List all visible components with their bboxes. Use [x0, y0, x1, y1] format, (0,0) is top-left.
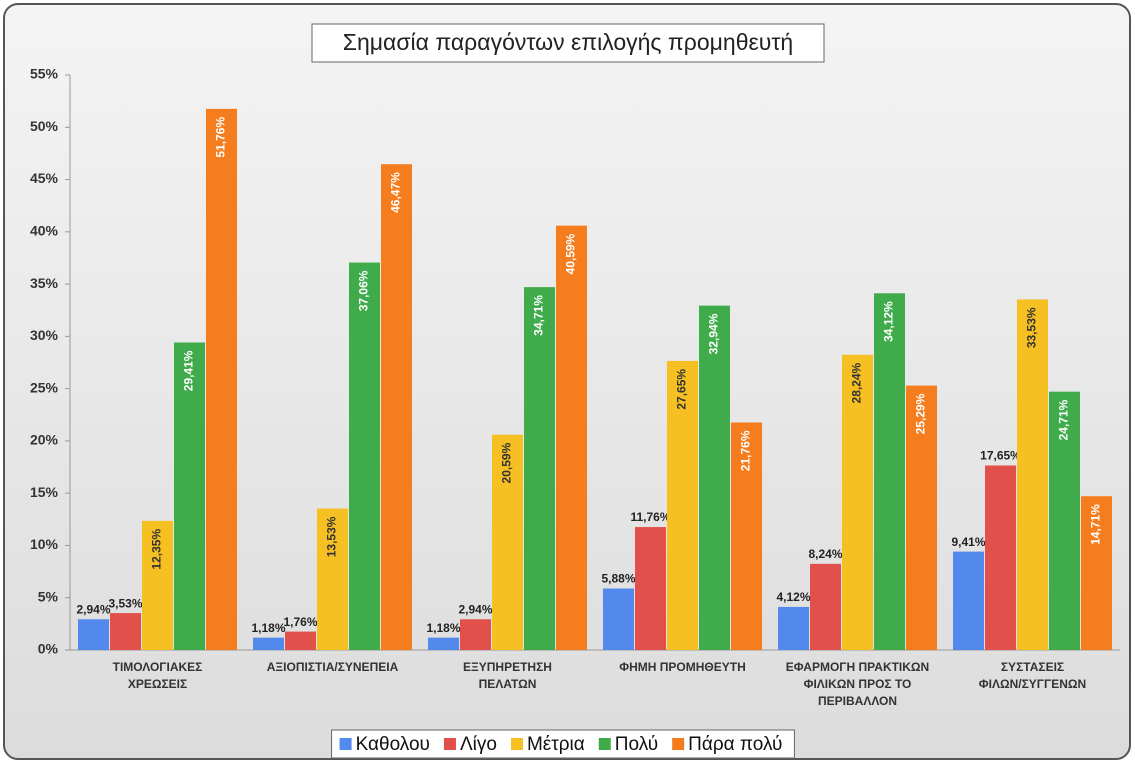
- value-label: 28,24%: [850, 362, 864, 403]
- value-label: 17,65%: [980, 449, 1021, 463]
- y-tick-label: 15%: [30, 484, 59, 500]
- legend-label: Καθολου: [356, 734, 430, 755]
- x-tick-label: ΠΕΛΑΤΩΝ: [479, 677, 537, 691]
- x-tick-label: ΠΕΡΙΒΑΛΛΟΝ: [818, 694, 897, 708]
- bar: [778, 606, 809, 650]
- bar: [428, 637, 459, 650]
- bar: [667, 360, 698, 650]
- value-label: 1,18%: [251, 621, 285, 635]
- value-label: 33,53%: [1025, 307, 1039, 348]
- y-tick-label: 0%: [38, 641, 59, 657]
- value-label: 25,29%: [914, 393, 928, 434]
- value-label: 4,12%: [776, 590, 810, 604]
- value-label: 20,59%: [500, 442, 514, 483]
- value-label: 9,41%: [951, 535, 985, 549]
- legend-label: Πάρα πολύ: [688, 734, 782, 755]
- value-label: 5,88%: [601, 572, 635, 586]
- y-tick-label: 40%: [30, 223, 59, 239]
- value-label: 40,59%: [564, 233, 578, 274]
- title-box: [311, 23, 825, 63]
- value-label: 34,12%: [882, 301, 896, 342]
- x-tick-label: ΦΗΜΗ ΠΡΟΜΗΘΕΥΤΗ: [619, 660, 746, 674]
- bar: [906, 385, 937, 650]
- value-label: 46,47%: [389, 172, 403, 213]
- x-tick-label: ΕΦΑΡΜΟΓΗ ΠΡΑΚΤΙΚΩΝ: [786, 660, 929, 674]
- bar: [810, 563, 841, 650]
- chart-title: Σημασία παραγόντων επιλογής προμηθευτή: [343, 29, 793, 55]
- y-tick-label: 55%: [30, 66, 59, 82]
- y-tick-label: 25%: [30, 379, 59, 395]
- value-label: 2,94%: [458, 602, 492, 616]
- value-label: 1,76%: [283, 615, 317, 629]
- y-tick-label: 35%: [30, 275, 59, 291]
- value-label: 8,24%: [808, 547, 842, 561]
- x-tick-label: ΧΡΕΩΣΕΙΣ: [128, 677, 187, 691]
- value-label: 11,76%: [630, 510, 670, 524]
- legend-label: Λίγο: [460, 734, 497, 755]
- bar: [1017, 299, 1048, 650]
- bar: [174, 342, 205, 650]
- value-label: 12,35%: [150, 529, 164, 570]
- bar: [1081, 496, 1112, 650]
- x-tick-label: ΣΥΣΤΑΣΕΙΣ: [1001, 660, 1064, 674]
- value-label: 14,71%: [1089, 504, 1103, 545]
- bar: [253, 637, 284, 650]
- value-label: 24,71%: [1057, 399, 1071, 440]
- bar: [460, 619, 491, 650]
- x-tick-label: ΕΞΥΠΗΡΕΤΗΣΗ: [463, 660, 552, 674]
- value-label: 37,06%: [357, 270, 371, 311]
- legend-swatch: [339, 738, 352, 750]
- bar: [142, 520, 173, 650]
- value-label: 21,76%: [739, 430, 753, 471]
- bar: [556, 225, 587, 650]
- legend-label: Πολύ: [615, 734, 658, 755]
- value-label: 27,65%: [675, 369, 689, 410]
- x-tick-label: ΦΙΛΙΚΩΝ ΠΡΟΣ ΤΟ: [804, 677, 912, 691]
- legend-swatch: [510, 738, 523, 750]
- y-tick-label: 50%: [30, 118, 59, 134]
- bar: [78, 619, 109, 650]
- value-label: 2,94%: [76, 602, 110, 616]
- x-tick-label: ΦΙΛΩΝ/ΣΥΓΓΕΝΩΝ: [979, 677, 1086, 691]
- value-label: 3,53%: [108, 596, 142, 610]
- value-label: 32,94%: [707, 313, 721, 354]
- bar: [874, 293, 905, 650]
- bar: [381, 164, 412, 650]
- bar: [110, 613, 141, 650]
- y-tick-label: 45%: [30, 170, 59, 186]
- bar: [492, 434, 523, 650]
- y-tick-label: 20%: [30, 432, 59, 448]
- bar: [953, 551, 984, 650]
- bar: [349, 262, 380, 650]
- y-tick-label: 10%: [30, 536, 59, 552]
- legend-swatch: [443, 738, 456, 750]
- value-label: 29,41%: [182, 350, 196, 391]
- value-label: 13,53%: [325, 516, 339, 557]
- bar: [842, 354, 873, 650]
- y-tick-label: 30%: [30, 327, 59, 343]
- legend-swatch: [672, 738, 685, 750]
- x-tick-label: ΤΙΜΟΛΟΓΙΑΚΕΣ: [113, 660, 203, 674]
- bar: [206, 108, 237, 650]
- value-label: 1,18%: [426, 621, 460, 635]
- bar: [731, 422, 762, 650]
- bar: [317, 508, 348, 650]
- bar: [524, 287, 555, 650]
- legend-box: [331, 729, 795, 759]
- bar: [603, 588, 634, 650]
- bar: [285, 631, 316, 650]
- bar: [985, 465, 1016, 650]
- legend-label: Μέτρια: [527, 734, 585, 755]
- value-label: 34,71%: [532, 295, 546, 336]
- x-tick-label: ΑΞΙΟΠΙΣΤΙΑ/ΣΥΝΕΠΕΙΑ: [267, 660, 399, 674]
- value-label: 51,76%: [214, 117, 228, 158]
- bar: [699, 305, 730, 650]
- y-tick-label: 5%: [38, 588, 59, 604]
- bar: [1049, 391, 1080, 650]
- legend-swatch: [598, 738, 611, 750]
- bar: [635, 527, 666, 650]
